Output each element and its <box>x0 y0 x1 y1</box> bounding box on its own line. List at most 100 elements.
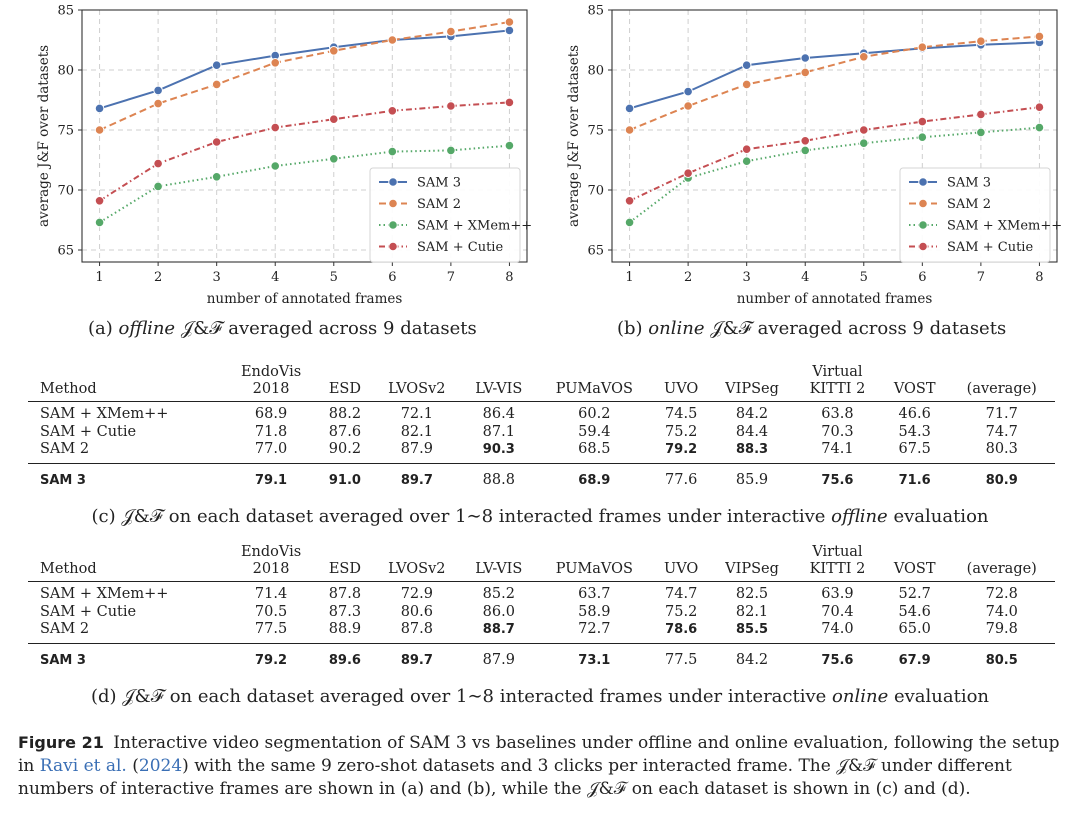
offline-line-chart: 1 2 3 4 5 6 7 8 65 70 75 80 85 number of annotated fr… <box>36 4 532 308</box>
online-line-chart: 1 2 3 4 5 6 7 8 65 70 75 80 85 number of annotated fr… <box>566 4 1062 308</box>
data-point <box>800 136 811 146</box>
x-tick-label: 7 <box>977 270 985 285</box>
subcaption-c: (c) 𝒥&ℱ on each dataset averaged over 1∼… <box>91 506 989 527</box>
y-axis-label: average J&F over datasets <box>566 45 582 227</box>
data-point <box>446 101 456 111</box>
series-line <box>629 35 1040 131</box>
data-point <box>153 158 163 169</box>
x-tick-label: 5 <box>860 270 868 285</box>
col-vipseg: VIPSeg <box>709 561 795 582</box>
col-lvvis: LV-VIS <box>461 381 537 402</box>
data-point <box>504 25 515 36</box>
series-line <box>628 126 1040 224</box>
table-row: SAM + XMem++ 68.9 88.2 72.1 86.4 60.2 74.5 84.… <box>40 406 1018 422</box>
figure-label: Figure 21 <box>18 733 104 752</box>
data-point <box>624 125 635 135</box>
legend-label: SAM + XMem++ <box>417 219 532 234</box>
data-point <box>1034 122 1045 133</box>
data-point <box>683 86 693 97</box>
col-vipseg: VIPSeg <box>709 381 795 402</box>
x-tick-label: 5 <box>330 270 338 285</box>
series-line <box>629 106 1040 202</box>
plot-frame <box>81 9 528 263</box>
figure-caption: Figure 21 Interactive video segmentation… <box>18 733 1060 799</box>
data-point <box>211 137 222 147</box>
x-tick-label: 3 <box>213 270 221 285</box>
y-tick-label: 80 <box>587 64 604 79</box>
offline-results-table: EndoVis Virtual Method 2018 ESD LVOSv2 L… <box>28 364 1055 489</box>
col-uvo: UVO <box>652 561 710 582</box>
y-tick-label: 85 <box>57 4 74 19</box>
y-tick-label: 70 <box>587 184 604 199</box>
legend-marker <box>388 177 398 187</box>
citation-link[interactable]: Ravi et al. <box>39 756 127 776</box>
legend-box <box>369 167 521 263</box>
col-endovis-top: EndoVis <box>240 364 302 380</box>
x-tick-label: 7 <box>447 270 455 285</box>
x-tick-label: 2 <box>684 270 692 285</box>
table-row: SAM 2 77.0 90.2 87.9 90.3 68.5 79.2 88.3 74.1 67… <box>40 441 1018 457</box>
legend-label: SAM + Cutie <box>947 240 1033 255</box>
y-tick-label: 70 <box>57 184 74 199</box>
data-point <box>270 161 281 171</box>
data-point <box>741 79 752 90</box>
col-vkitti: KITTI 2 <box>794 561 881 582</box>
x-tick-label: 4 <box>801 270 809 285</box>
data-point <box>858 138 869 148</box>
series-line <box>629 41 1040 110</box>
col-method: Method <box>28 381 225 402</box>
data-point <box>1034 31 1045 42</box>
data-point <box>976 36 986 47</box>
table-row: SAM 2 77.5 88.9 87.8 88.7 72.7 78.6 85.5 74.0 65… <box>40 621 1018 637</box>
legend-marker <box>388 220 398 230</box>
legend-box <box>899 167 1051 263</box>
data-point <box>624 217 635 228</box>
col-vkitti-top: Virtual <box>812 544 863 560</box>
data-point <box>211 79 222 90</box>
col-vost: VOST <box>880 381 949 402</box>
data-point <box>504 17 515 27</box>
data-point <box>917 132 928 142</box>
data-point <box>858 52 869 62</box>
x-tick-label: 6 <box>918 270 926 285</box>
y-tick-label: 65 <box>57 244 74 259</box>
data-point <box>624 196 635 206</box>
x-axis-label: number of annotated frames <box>737 291 933 307</box>
data-point <box>800 53 811 63</box>
col-average: (average) <box>948 561 1055 582</box>
data-point <box>211 60 222 70</box>
col-vkitti: KITTI 2 <box>794 381 881 402</box>
table-row-sam3: SAM 3 79.2 89.6 89.7 87.9 73.1 77.5 84.2 75.6 67… <box>28 642 1055 669</box>
legend-label: SAM 2 <box>417 197 461 212</box>
data-point <box>917 42 928 53</box>
legend-label: SAM 3 <box>417 176 461 191</box>
legend-label: SAM + XMem++ <box>947 219 1062 234</box>
legend-label: SAM 2 <box>947 197 991 212</box>
subcaption-b: (b) online 𝒥&ℱ averaged across 9 dataset… <box>617 318 1007 339</box>
y-axis-label: average J&F over datasets <box>36 45 52 227</box>
col-endovis: 2018 <box>224 381 318 402</box>
x-tick-label: 1 <box>625 270 633 285</box>
legend-label: SAM + Cutie <box>417 240 503 255</box>
citation-year-link[interactable]: 2024 <box>138 756 183 776</box>
series-line <box>99 29 510 110</box>
data-point <box>976 109 986 120</box>
legend-marker <box>918 177 928 187</box>
data-point <box>153 181 163 192</box>
col-endovis-top: EndoVis <box>240 544 302 560</box>
data-point <box>387 106 398 116</box>
table-row: SAM + Cutie 71.8 87.6 82.1 87.1 59.4 75.2 84.4… <box>40 423 1018 440</box>
data-point <box>94 196 105 206</box>
data-point <box>741 144 752 154</box>
data-point <box>211 172 222 182</box>
col-uvo: UVO <box>652 381 710 402</box>
data-point <box>504 140 515 151</box>
table-row: SAM + Cutie 70.5 87.3 80.6 86.0 58.9 75.2 82.1… <box>40 603 1018 620</box>
data-point <box>624 103 635 114</box>
data-point <box>976 127 986 138</box>
data-point <box>683 101 693 111</box>
data-point <box>153 85 163 96</box>
data-point <box>328 46 339 56</box>
data-point <box>446 26 456 37</box>
x-tick-label: 1 <box>95 270 103 285</box>
